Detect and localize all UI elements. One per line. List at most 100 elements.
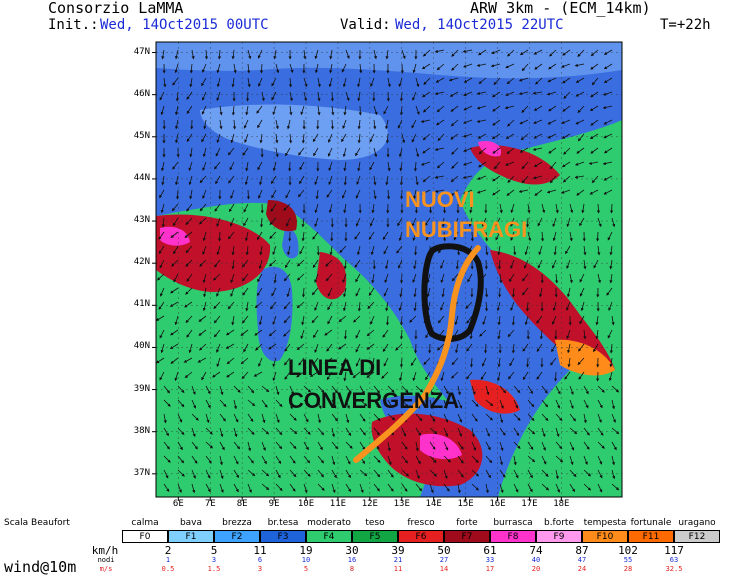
- wind-arrow: [247, 399, 256, 407]
- wind-arrow: [284, 259, 291, 269]
- wind-arrow: [583, 245, 587, 256]
- wind-arrow: [511, 287, 516, 298]
- wind-arrow: [155, 357, 165, 364]
- ms-value: 0.5: [161, 565, 175, 573]
- wind-arrow: [258, 259, 263, 270]
- wind-arrow: [373, 399, 380, 409]
- wind-arrow: [258, 189, 263, 199]
- wind-arrow: [382, 329, 389, 338]
- wind-arrow: [534, 189, 543, 196]
- wind-arrow: [567, 357, 571, 368]
- wind-arrow: [226, 371, 235, 378]
- kmh-value: 117: [664, 544, 684, 557]
- wind-arrow: [591, 175, 599, 184]
- wind-arrow: [539, 329, 543, 340]
- wind-arrow: [296, 273, 305, 281]
- wind-arrow: [189, 63, 193, 74]
- wind-arrow: [247, 77, 251, 88]
- wind-arrow: [597, 413, 602, 423]
- wind-arrow: [271, 77, 277, 87]
- wind-arrow: [256, 287, 263, 297]
- wind-arrow: [275, 441, 283, 450]
- wind-arrow: [450, 189, 459, 197]
- wind-arrow: [259, 63, 264, 74]
- wind-arrow: [497, 245, 501, 256]
- wind-arrow: [497, 259, 502, 270]
- wind-arrow: [270, 175, 277, 185]
- wind-arrow: [312, 133, 319, 143]
- wind-arrow: [261, 399, 268, 408]
- wind-arrow: [331, 399, 337, 409]
- wind-arrow: [552, 231, 557, 242]
- land-areas: [156, 42, 622, 497]
- wind-arrow: [343, 371, 347, 382]
- wind-arrow: [401, 427, 407, 437]
- wind-arrow: [191, 385, 196, 396]
- convergence-line: [353, 245, 481, 463]
- wind-arrow: [569, 273, 573, 284]
- wind-arrow: [577, 49, 585, 57]
- kmh-value: 30: [345, 544, 359, 557]
- wind-arrow: [397, 259, 403, 269]
- wind-arrow: [303, 483, 308, 494]
- wind-arrow: [259, 245, 263, 256]
- wind-arrow: [198, 329, 207, 336]
- wind-arrow: [312, 259, 319, 269]
- wind-arrow: [533, 105, 543, 111]
- wind-arrow: [202, 161, 207, 171]
- wind-arrow: [172, 77, 179, 86]
- wind-arrow: [296, 371, 305, 378]
- wind-arrow: [597, 385, 605, 393]
- wind-arrow: [261, 469, 270, 477]
- wind-arrow: [213, 273, 221, 281]
- wind-arrow: [518, 91, 529, 96]
- beaufort-name: tempesta: [583, 518, 627, 528]
- axis-ticks: [152, 52, 562, 501]
- wind-arrow: [398, 147, 403, 158]
- wind-arrow: [163, 413, 167, 424]
- wind-arrow: [564, 371, 571, 380]
- wind-arrow: [191, 469, 196, 479]
- wind-arrow: [478, 161, 487, 168]
- wind-arrow: [177, 427, 185, 436]
- wind-arrow: [201, 371, 207, 381]
- beaufort-cell: F1: [168, 530, 214, 543]
- wind-arrow: [327, 301, 333, 311]
- wind-arrow: [411, 119, 417, 129]
- wind-arrow: [415, 385, 424, 393]
- wind-arrow: [170, 329, 179, 336]
- wind-arrow: [202, 63, 207, 73]
- model-title: ARW 3km - (ECM_14km): [470, 0, 651, 17]
- wind-arrow: [569, 413, 577, 422]
- wind-arrow: [590, 91, 599, 98]
- wind-arrow: [289, 105, 293, 116]
- wind-arrow: [454, 217, 459, 227]
- wind-arrow: [561, 119, 571, 124]
- wind-arrow: [163, 385, 171, 394]
- wind-arrow: [414, 245, 418, 256]
- wind-arrow: [420, 119, 431, 123]
- wind-arrow: [228, 175, 235, 184]
- wind-arrow: [387, 455, 392, 466]
- wind-arrow: [373, 455, 381, 463]
- wind-arrow: [413, 189, 417, 200]
- wind-arrow: [254, 329, 263, 336]
- wind-arrow: [415, 77, 420, 88]
- wind-arrow: [443, 469, 448, 480]
- wind-arrow: [345, 49, 350, 60]
- wind-arrow: [537, 259, 543, 269]
- wind-arrow: [541, 455, 547, 465]
- wind-arrow: [413, 259, 417, 270]
- wind-arrow: [482, 315, 487, 326]
- wind-arrow: [511, 343, 515, 354]
- wind-arrow: [219, 105, 223, 116]
- wind-arrow: [199, 259, 207, 267]
- wind-arrow: [424, 217, 431, 227]
- wind-arrow: [191, 49, 195, 60]
- wind-arrow: [412, 273, 417, 284]
- wind-arrow: [429, 483, 434, 494]
- wind-arrow: [574, 63, 585, 67]
- wind-arrow: [284, 371, 291, 380]
- wind-arrow: [317, 441, 323, 451]
- beaufort-cell: F3: [260, 530, 306, 543]
